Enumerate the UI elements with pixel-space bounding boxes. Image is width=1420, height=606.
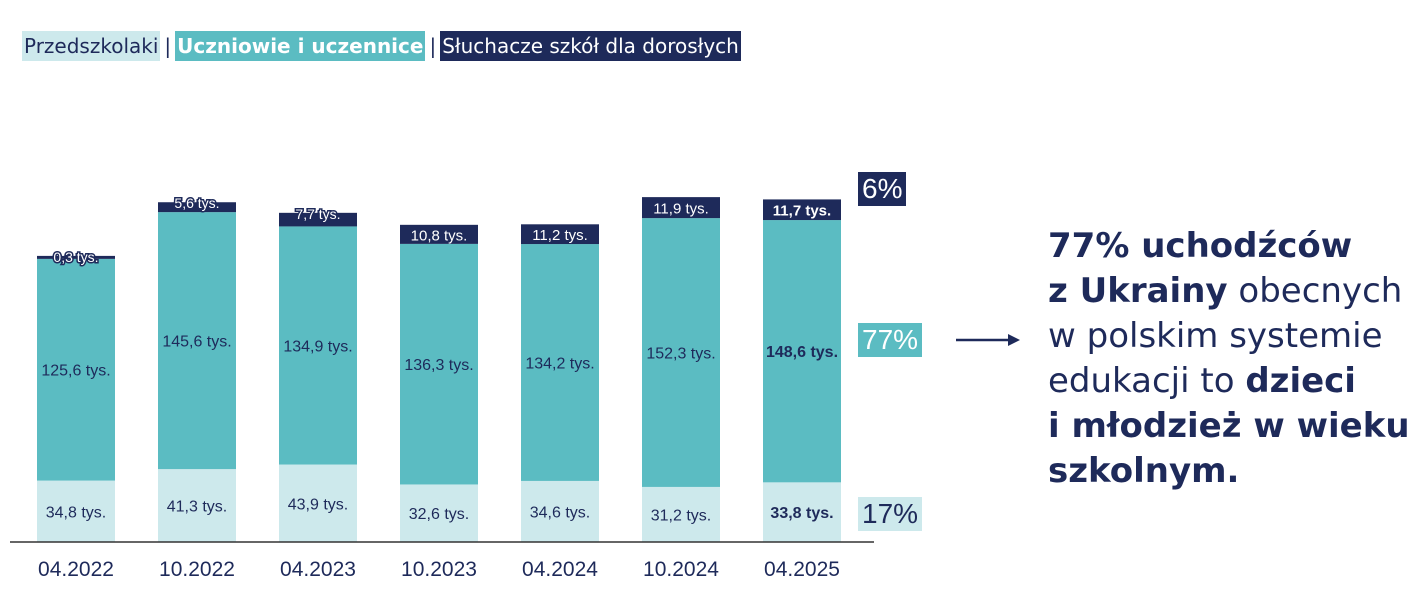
legend-adults: Słuchacze szkół dla dorosłych (440, 31, 741, 61)
bar-segment-adults (642, 197, 720, 219)
x-tick-label: 10.2022 (159, 558, 235, 581)
bar-segment-preschool (400, 484, 478, 542)
share-adults: 6% (858, 172, 907, 206)
bar-segment-adults (400, 224, 478, 244)
data-label-adults: 11,9 tys. (653, 201, 709, 218)
data-label-students: 148,6 tys. (766, 344, 838, 361)
data-label-preschool: 43,9 tys. (288, 496, 348, 513)
x-tick-label: 04.2023 (280, 558, 356, 581)
bar-segment-adults (37, 255, 115, 259)
data-label-adults: 7,7 tys. (295, 206, 340, 222)
message-line-6: szkolnym. (1048, 451, 1240, 491)
bar-segment-preschool (763, 482, 841, 542)
data-label-adults: 0,3 tys. (53, 249, 98, 265)
bar-segment-students (763, 220, 841, 483)
bar-segment-students (521, 244, 599, 481)
data-label-preschool: 34,8 tys. (46, 504, 106, 521)
data-label-preschool: 34,6 tys. (530, 504, 590, 521)
bar-segment-students (37, 258, 115, 481)
message-line-5: i młodzież w wieku (1048, 406, 1410, 446)
message-line-1: 77% uchodźców (1048, 226, 1353, 266)
legend-separator: | (164, 34, 172, 58)
bar-segment-preschool (521, 480, 599, 542)
bar-segment-students (642, 218, 720, 487)
share-preschool: 17% (858, 497, 923, 531)
bar-segment-adults (763, 199, 841, 221)
data-label-adults: 11,2 tys. (532, 227, 588, 244)
data-label-preschool: 33,8 tys. (770, 505, 833, 522)
legend-preschool: Przedszkolaki (22, 31, 161, 61)
data-label-adults: 11,7 tys. (773, 203, 831, 220)
data-label-preschool: 41,3 tys. (167, 499, 227, 516)
x-tick-label: 10.2024 (643, 558, 719, 581)
message-line-2-bold: z Ukrainy (1048, 271, 1228, 311)
data-label-students: 136,3 tys. (404, 357, 473, 374)
data-label-adults: 5,6 tys. (174, 195, 219, 211)
message-line-4: edukacji to (1048, 361, 1246, 401)
bar-segment-preschool (158, 469, 236, 542)
data-label-preschool: 31,2 tys. (651, 507, 711, 524)
bar-segment-preschool (279, 464, 357, 542)
data-label-students: 145,6 tys. (162, 334, 231, 351)
bar-segment-students (279, 226, 357, 465)
bar-segment-students (158, 212, 236, 470)
legend-separator: | (429, 34, 437, 58)
data-label-adults: 10,8 tys. (411, 227, 468, 244)
arrow-right-icon (956, 334, 1020, 346)
legend: Przedszkolaki | Uczniowie i uczennice | Słuc… (22, 31, 741, 61)
message-line-3: w polskim systemie (1048, 316, 1383, 356)
bar-segment-preschool (642, 486, 720, 542)
bar-segment-adults (279, 212, 357, 227)
data-label-students: 134,9 tys. (283, 338, 352, 355)
key-message: 77% uchodźców z Ukrainy obecnych w polsk… (1048, 224, 1418, 494)
bar-segment-adults (521, 224, 599, 245)
x-tick-label: 04.2024 (522, 558, 598, 581)
bar-segment-students (400, 243, 478, 485)
share-students: 77% (858, 323, 923, 357)
legend-students: Uczniowie i uczennice (175, 31, 426, 61)
x-tick-label: 10.2023 (401, 558, 477, 581)
x-tick-label: 04.2022 (38, 558, 114, 581)
message-line-4-bold: dzieci (1245, 361, 1356, 401)
data-label-preschool: 32,6 tys. (409, 506, 469, 523)
message-line-2: obecnych (1227, 271, 1403, 311)
bar-segment-adults (158, 202, 236, 213)
bar-segment-preschool (37, 480, 115, 542)
x-tick-label: 04.2025 (764, 558, 840, 581)
data-label-students: 152,3 tys. (646, 346, 715, 363)
data-label-students: 134,2 tys. (525, 355, 594, 372)
data-label-students: 125,6 tys. (41, 363, 110, 380)
